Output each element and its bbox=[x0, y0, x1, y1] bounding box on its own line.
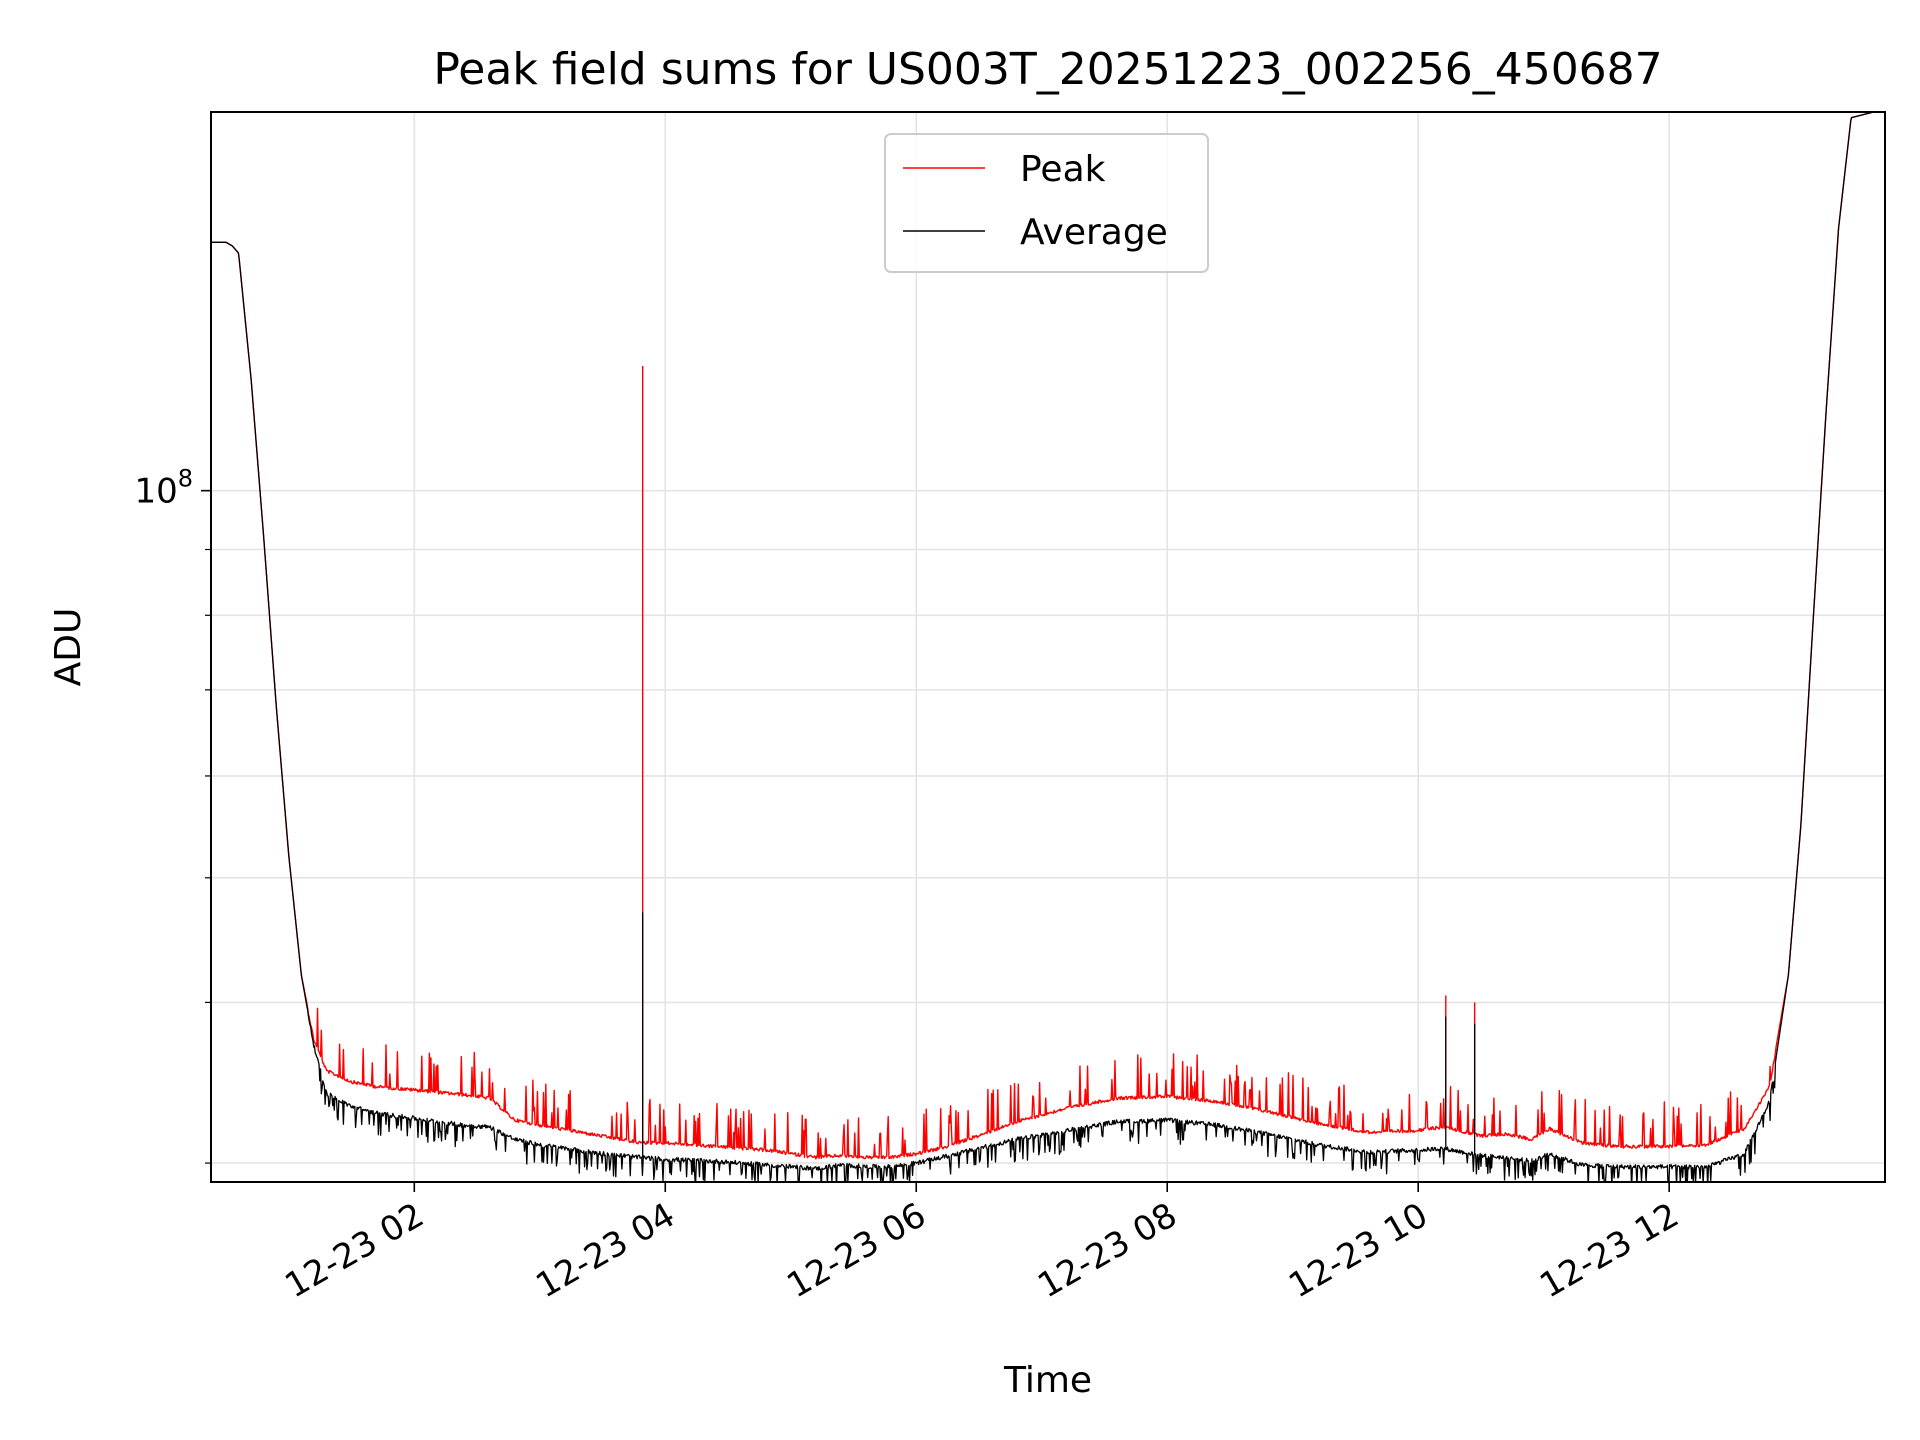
series-layer bbox=[211, 112, 1877, 1182]
plot-frame bbox=[210, 111, 1886, 1183]
legend: Peak Average bbox=[884, 133, 1209, 273]
y-axis-label: ADU bbox=[48, 608, 89, 687]
peak-series-line bbox=[211, 112, 1877, 1160]
legend-peak-label: Peak bbox=[1020, 149, 1106, 190]
grid bbox=[211, 112, 1885, 1182]
x-axis-label: Time bbox=[1003, 1360, 1092, 1401]
y-tick-label: 108 bbox=[134, 465, 193, 512]
legend-average-label: Average bbox=[1020, 212, 1168, 253]
chart-title: Peak field sums for US003T_20251223_0022… bbox=[433, 44, 1662, 95]
average-series-line bbox=[211, 112, 1877, 1182]
